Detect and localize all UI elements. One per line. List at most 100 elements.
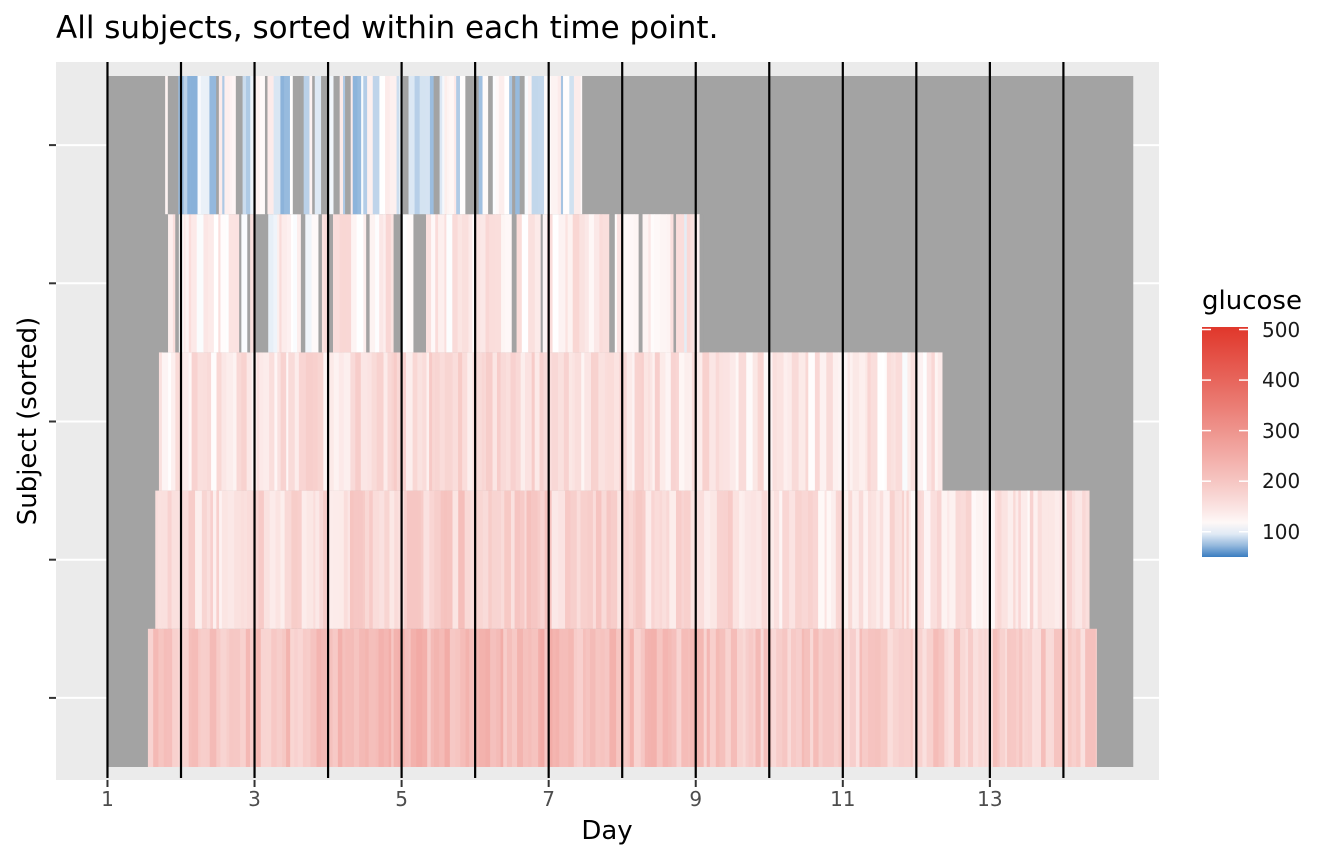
- glucose-stripe: [904, 490, 907, 629]
- glucose-stripe: [378, 628, 385, 767]
- glucose-stripe: [854, 490, 860, 629]
- glucose-stripe: [191, 76, 198, 215]
- glucose-stripe: [912, 628, 916, 767]
- glucose-stripe: [651, 628, 658, 767]
- glucose-stripe: [444, 76, 448, 215]
- glucose-stripe: [683, 490, 692, 629]
- glucose-stripe: [234, 490, 242, 629]
- glucose-stripe: [904, 628, 912, 767]
- glucose-stripe: [557, 352, 565, 491]
- glucose-stripe: [671, 628, 677, 767]
- glucose-stripe: [469, 628, 474, 767]
- glucose-stripe: [364, 490, 370, 629]
- glucose-stripe: [305, 352, 314, 491]
- glucose-stripe: [213, 214, 219, 353]
- missing-stripe: [162, 214, 169, 353]
- glucose-stripe: [679, 214, 685, 353]
- glucose-stripe: [294, 352, 300, 491]
- glucose-stripe: [519, 490, 525, 629]
- glucose-stripe: [589, 628, 596, 767]
- glucose-stripe: [702, 352, 710, 491]
- glucose-stripe: [361, 76, 364, 215]
- glucose-stripe: [375, 628, 379, 767]
- glucose-stripe: [898, 628, 905, 767]
- glucose-stripe: [405, 352, 414, 491]
- glucose-stripe: [298, 352, 307, 491]
- glucose-stripe: [263, 490, 271, 629]
- glucose-stripe: [684, 352, 690, 491]
- glucose-stripe: [557, 76, 562, 215]
- glucose-stripe: [372, 76, 380, 215]
- glucose-stripe: [410, 628, 417, 767]
- missing-stripe: [247, 214, 251, 353]
- glucose-stripe: [852, 490, 855, 629]
- glucose-stripe: [404, 490, 408, 629]
- missing-stripe: [488, 76, 494, 215]
- glucose-stripe: [321, 214, 325, 353]
- heatmap-row: [162, 76, 583, 215]
- glucose-stripe: [634, 352, 639, 491]
- glucose-stripe: [161, 490, 168, 629]
- glucose-stripe: [540, 628, 545, 767]
- glucose-stripe: [447, 76, 450, 215]
- x-axis-label: Day: [581, 816, 633, 846]
- glucose-stripe: [1085, 628, 1091, 767]
- glucose-stripe: [763, 352, 769, 491]
- glucose-stripe: [805, 352, 809, 491]
- missing-stripe: [433, 76, 441, 215]
- glucose-stripe: [434, 490, 442, 629]
- glucose-stripe: [1007, 490, 1014, 629]
- glucose-stripe: [580, 490, 588, 629]
- glucose-stripe: [350, 76, 354, 215]
- glucose-stripe: [509, 76, 513, 215]
- x-tick-label: 11: [830, 787, 855, 811]
- glucose-stripe: [782, 628, 788, 767]
- glucose-stripe: [418, 490, 422, 629]
- missing-stripe: [609, 214, 616, 353]
- glucose-stripe: [623, 214, 628, 353]
- glucose-stripe: [1028, 628, 1033, 767]
- glucose-stripe: [534, 214, 542, 353]
- glucose-stripe: [776, 628, 783, 767]
- glucose-stripe: [429, 490, 435, 629]
- glucose-stripe: [269, 352, 275, 491]
- glucose-stripe: [579, 214, 586, 353]
- glucose-stripe: [818, 628, 823, 767]
- glucose-stripe: [595, 490, 602, 629]
- glucose-stripe: [453, 76, 457, 215]
- glucose-stripe: [367, 76, 374, 215]
- glucose-stripe: [662, 628, 669, 767]
- glucose-stripe: [546, 214, 553, 353]
- glucose-stripe: [621, 628, 629, 767]
- glucose-stripe: [203, 214, 209, 353]
- glucose-stripe: [551, 352, 559, 491]
- legend-tick-label: 200: [1262, 469, 1301, 494]
- glucose-stripe: [684, 214, 688, 353]
- glucose-stripe: [311, 214, 319, 353]
- glucose-stripe: [789, 490, 796, 629]
- glucose-stripe: [206, 490, 211, 629]
- glucose-stripe: [910, 490, 917, 629]
- glucose-stripe: [609, 628, 617, 767]
- glucose-stripe: [422, 352, 427, 491]
- glucose-stripe: [225, 214, 230, 353]
- glucose-stripe: [563, 76, 570, 215]
- glucose-stripe: [1088, 490, 1090, 629]
- glucose-stripe: [276, 628, 283, 767]
- glucose-stripe: [503, 628, 508, 767]
- glucose-stripe: [642, 490, 646, 629]
- missing-stripe: [299, 76, 305, 215]
- glucose-stripe: [559, 628, 564, 767]
- glucose-stripe: [1013, 490, 1016, 629]
- glucose-stripe: [155, 490, 159, 629]
- y-axis-ticks: [49, 144, 56, 699]
- glucose-stripe: [209, 76, 217, 215]
- glucose-stripe: [515, 76, 521, 215]
- glucose-stripe: [172, 214, 176, 353]
- missing-stripe: [638, 214, 643, 353]
- glucose-stripe: [183, 214, 186, 353]
- glucose-stripe: [363, 214, 367, 353]
- glucose-stripe: [640, 628, 646, 767]
- y-axis-label: Subject (sorted): [13, 316, 43, 526]
